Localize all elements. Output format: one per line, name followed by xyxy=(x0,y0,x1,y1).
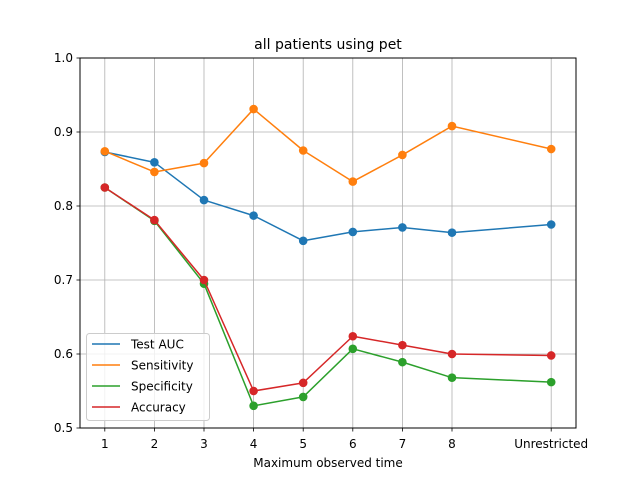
series-group xyxy=(100,104,556,411)
x-tick-label: 2 xyxy=(151,437,159,451)
y-tick-label: 0.8 xyxy=(54,199,73,213)
data-point xyxy=(249,401,258,411)
data-point xyxy=(100,146,110,156)
data-point xyxy=(249,104,258,114)
data-point xyxy=(348,344,358,354)
data-point xyxy=(100,183,110,192)
data-point xyxy=(199,275,209,285)
y-tick-label: 0.5 xyxy=(54,421,73,435)
x-tick-label: 8 xyxy=(448,437,456,451)
data-point xyxy=(546,351,556,360)
data-point xyxy=(298,392,308,402)
chart-title: all patients using pet xyxy=(254,37,402,53)
x-tick-label: 6 xyxy=(349,437,357,451)
data-point xyxy=(447,373,457,382)
data-point xyxy=(249,386,258,396)
x-axis-ticks: 1 2 3 4 5 6 7 8 Unrestricted xyxy=(101,428,588,451)
y-axis-ticks: 0.5 0.6 0.7 0.8 0.9 1.0 xyxy=(54,51,80,435)
x-tick-label: 5 xyxy=(299,437,307,451)
data-point xyxy=(398,223,407,232)
x-tick-label: 3 xyxy=(200,437,208,451)
x-tick-label: 7 xyxy=(399,437,407,451)
data-point xyxy=(150,158,159,167)
data-point xyxy=(398,340,407,350)
y-tick-label: 0.9 xyxy=(54,125,73,139)
y-tick-label: 0.6 xyxy=(54,347,73,361)
data-point xyxy=(546,144,556,154)
data-point xyxy=(447,228,457,237)
legend-label: Specificity xyxy=(131,380,193,394)
data-point xyxy=(298,146,308,155)
legend-label: Sensitivity xyxy=(131,359,193,373)
legend-label: Test AUC xyxy=(130,338,184,352)
data-point xyxy=(546,220,556,229)
data-point xyxy=(249,211,258,220)
plot-frame xyxy=(79,57,577,429)
x-tick-label: 4 xyxy=(250,437,258,451)
x-tick-label: Unrestricted xyxy=(514,437,588,451)
data-point xyxy=(546,377,556,387)
data-point xyxy=(447,121,457,131)
data-point xyxy=(199,158,209,168)
data-point xyxy=(398,357,407,367)
x-axis-title: Maximum observed time xyxy=(253,456,403,470)
y-tick-label: 0.7 xyxy=(54,273,73,287)
legend-box xyxy=(86,333,210,421)
data-point xyxy=(447,349,457,359)
legend: Test AUC Sensitivity Specificity Accuracy xyxy=(86,333,210,421)
data-point xyxy=(398,150,407,160)
data-point xyxy=(348,177,358,186)
x-tick-label: 1 xyxy=(101,437,109,451)
y-tick-label: 1.0 xyxy=(54,51,73,65)
data-point xyxy=(150,215,159,225)
data-point xyxy=(298,236,308,246)
legend-label: Accuracy xyxy=(131,401,186,415)
data-point xyxy=(150,167,159,177)
data-point xyxy=(348,227,358,237)
data-point xyxy=(348,331,358,341)
data-point xyxy=(199,195,209,205)
data-point xyxy=(298,378,308,388)
